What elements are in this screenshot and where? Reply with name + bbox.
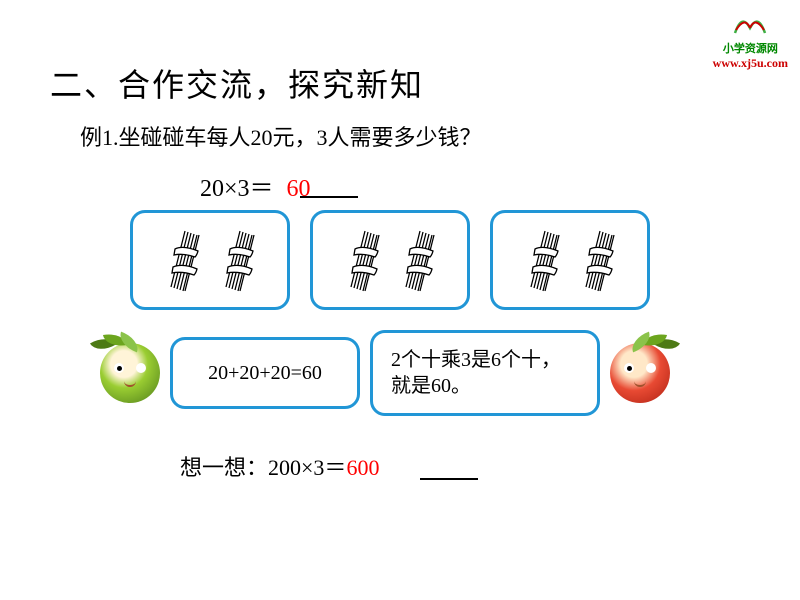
think-answer: 600 [346, 455, 379, 480]
speech-bubble-1: 20+20+20=60 [170, 337, 360, 409]
think-underline [420, 478, 478, 480]
stick-box [130, 210, 290, 310]
think-expr: 200×3＝ [268, 455, 346, 480]
bubbles-row: 20+20+20=60 2个十乘3是6个十，就是60。 [100, 330, 670, 416]
think-line: 想一想：200×3＝600 [180, 450, 379, 482]
logo-icon [730, 8, 770, 38]
equation-1-expr: 20×3＝ [200, 176, 274, 202]
site-logo: 小学资源网 www.xj5u.com [713, 8, 788, 71]
stick-bundle-icon [343, 225, 383, 295]
stick-bundle-icon [163, 225, 203, 295]
character-red-icon [610, 343, 670, 403]
stick-box [490, 210, 650, 310]
equation-1-answer: 60 [274, 176, 324, 203]
speech-bubble-2: 2个十乘3是6个十，就是60。 [370, 330, 600, 416]
sticks-row [130, 210, 650, 310]
think-prefix: 想一想： [180, 455, 268, 480]
section-title: 二、合作交流，探究新知 [50, 60, 424, 106]
logo-text-url: www.xj5u.com [713, 56, 788, 71]
stick-bundle-icon [578, 225, 618, 295]
stick-bundle-icon [218, 225, 258, 295]
character-green-icon [100, 343, 160, 403]
stick-box [310, 210, 470, 310]
problem-text: 例1.坐碰碰车每人20元，3人需要多少钱？ [80, 120, 482, 152]
logo-text-cn: 小学资源网 [713, 40, 788, 56]
stick-bundle-icon [523, 225, 563, 295]
stick-bundle-icon [398, 225, 438, 295]
equation-1-underline [300, 196, 358, 198]
